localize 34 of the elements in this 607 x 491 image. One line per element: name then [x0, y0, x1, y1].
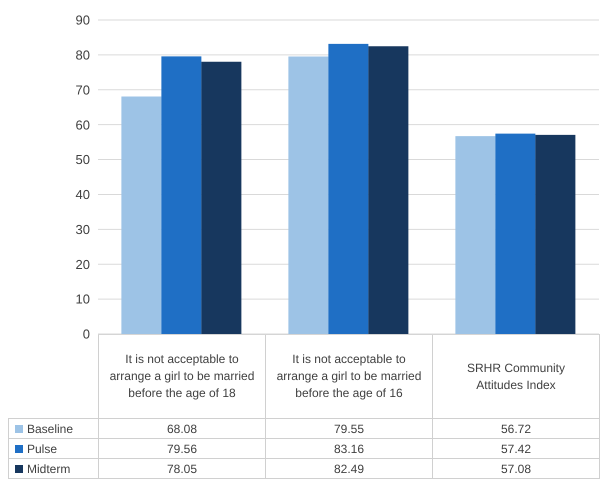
- y-tick-label: 70: [76, 82, 90, 98]
- data-label: 57.08: [432, 458, 600, 478]
- y-tick-label: 10: [76, 292, 90, 307]
- bar: [288, 56, 328, 334]
- y-tick-label: 0: [82, 326, 90, 342]
- y-tick-label: 30: [76, 222, 90, 237]
- bar: [121, 96, 162, 334]
- data-label: 79.55: [266, 418, 432, 438]
- data-label: 56.72: [432, 418, 600, 438]
- y-tick-label: 90: [76, 12, 90, 28]
- bar: [368, 46, 408, 334]
- bar: [161, 56, 202, 334]
- y-tick-label: 50: [76, 152, 90, 168]
- bar: [328, 44, 368, 334]
- data-label: 57.42: [432, 438, 600, 458]
- bar: [535, 134, 576, 334]
- data-label: 83.16: [266, 438, 432, 458]
- y-tick-label: 80: [76, 48, 90, 63]
- x-tick-label: It is not acceptable to arrange a girl to be married before the age of 16: [266, 334, 432, 418]
- bar: [455, 136, 496, 334]
- y-tick-label: 20: [76, 256, 90, 272]
- y-tick-label: 60: [76, 117, 90, 132]
- legend-label: Midterm: [8, 458, 98, 478]
- data-label: 79.56: [98, 438, 266, 458]
- bar: [495, 134, 536, 334]
- data-label: 78.05: [98, 458, 266, 478]
- bar: [201, 62, 242, 334]
- y-tick-label: 40: [76, 187, 90, 202]
- x-tick-label: SRHR Community Attitudes Index: [432, 334, 600, 418]
- data-label: 82.49: [266, 458, 432, 478]
- legend-label: Baseline: [8, 418, 98, 438]
- x-tick-label: It is not acceptable to arrange a girl to be married before the age of 18: [98, 334, 266, 418]
- data-label: 68.08: [98, 418, 266, 438]
- legend-label: Pulse: [8, 438, 98, 458]
